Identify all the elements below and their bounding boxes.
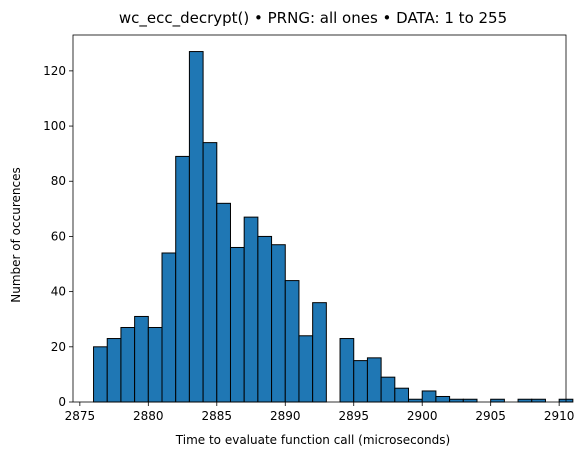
histogram-bar (517, 398, 533, 403)
x-tick-label: 2900 (407, 409, 438, 423)
x-tick-label: 2905 (475, 409, 506, 423)
x-axis-label: Time to evaluate function call (microsec… (175, 433, 450, 447)
x-tick-label: 2885 (202, 409, 233, 423)
histogram-bar (243, 216, 259, 403)
histogram-bar (202, 142, 218, 403)
y-tick-label: 100 (43, 119, 66, 133)
histogram-bar (93, 346, 108, 403)
histogram-bar (257, 235, 273, 403)
histogram-bar (147, 326, 163, 403)
x-tick-label: 2880 (133, 409, 164, 423)
histogram-bar (284, 280, 300, 403)
bars-group (93, 51, 574, 403)
histogram-bar (462, 398, 478, 403)
histogram-bar (106, 338, 122, 403)
y-tick-label: 40 (51, 285, 66, 299)
chart-title: wc_ecc_decrypt() • PRNG: all ones • DATA… (119, 9, 507, 28)
histogram-bar (175, 155, 190, 403)
y-tick-label: 0 (58, 395, 66, 409)
histogram-bar (188, 51, 204, 403)
histogram-bar (134, 315, 149, 403)
histogram-bar (408, 398, 423, 403)
plot-frame (72, 34, 567, 403)
x-tick-label: 2890 (270, 409, 301, 423)
histogram-bar (161, 252, 177, 403)
histogram-bar (271, 244, 286, 403)
y-tick-label: 120 (43, 64, 66, 78)
histogram-bar (298, 335, 314, 403)
histogram-bar (421, 390, 437, 403)
histogram-bar (449, 398, 464, 403)
histogram-bar (229, 246, 245, 403)
histogram-bar (120, 326, 136, 403)
histogram-bar (353, 360, 368, 403)
histogram-bar (435, 395, 451, 403)
y-axis-label: Number of occurences (9, 167, 23, 302)
x-axis-ticks: 2875 2880 2885 2890 2895 2900 2905 2910 (65, 402, 575, 423)
histogram-bar (312, 302, 327, 403)
histogram-bar (531, 398, 546, 403)
y-axis-ticks: 0 20 40 60 80 100 120 (43, 64, 73, 409)
histogram-bar (339, 338, 355, 403)
y-tick-label: 80 (51, 174, 66, 188)
y-tick-label: 20 (51, 340, 66, 354)
x-tick-label: 2910 (544, 409, 575, 423)
x-tick-label: 2875 (65, 409, 96, 423)
histogram-bar (490, 398, 505, 403)
histogram-bar (380, 376, 396, 403)
histogram-bar (216, 202, 231, 403)
x-tick-label: 2895 (338, 409, 369, 423)
y-tick-label: 60 (51, 229, 66, 243)
histogram-bar (394, 387, 410, 403)
histogram-bar (366, 357, 382, 403)
